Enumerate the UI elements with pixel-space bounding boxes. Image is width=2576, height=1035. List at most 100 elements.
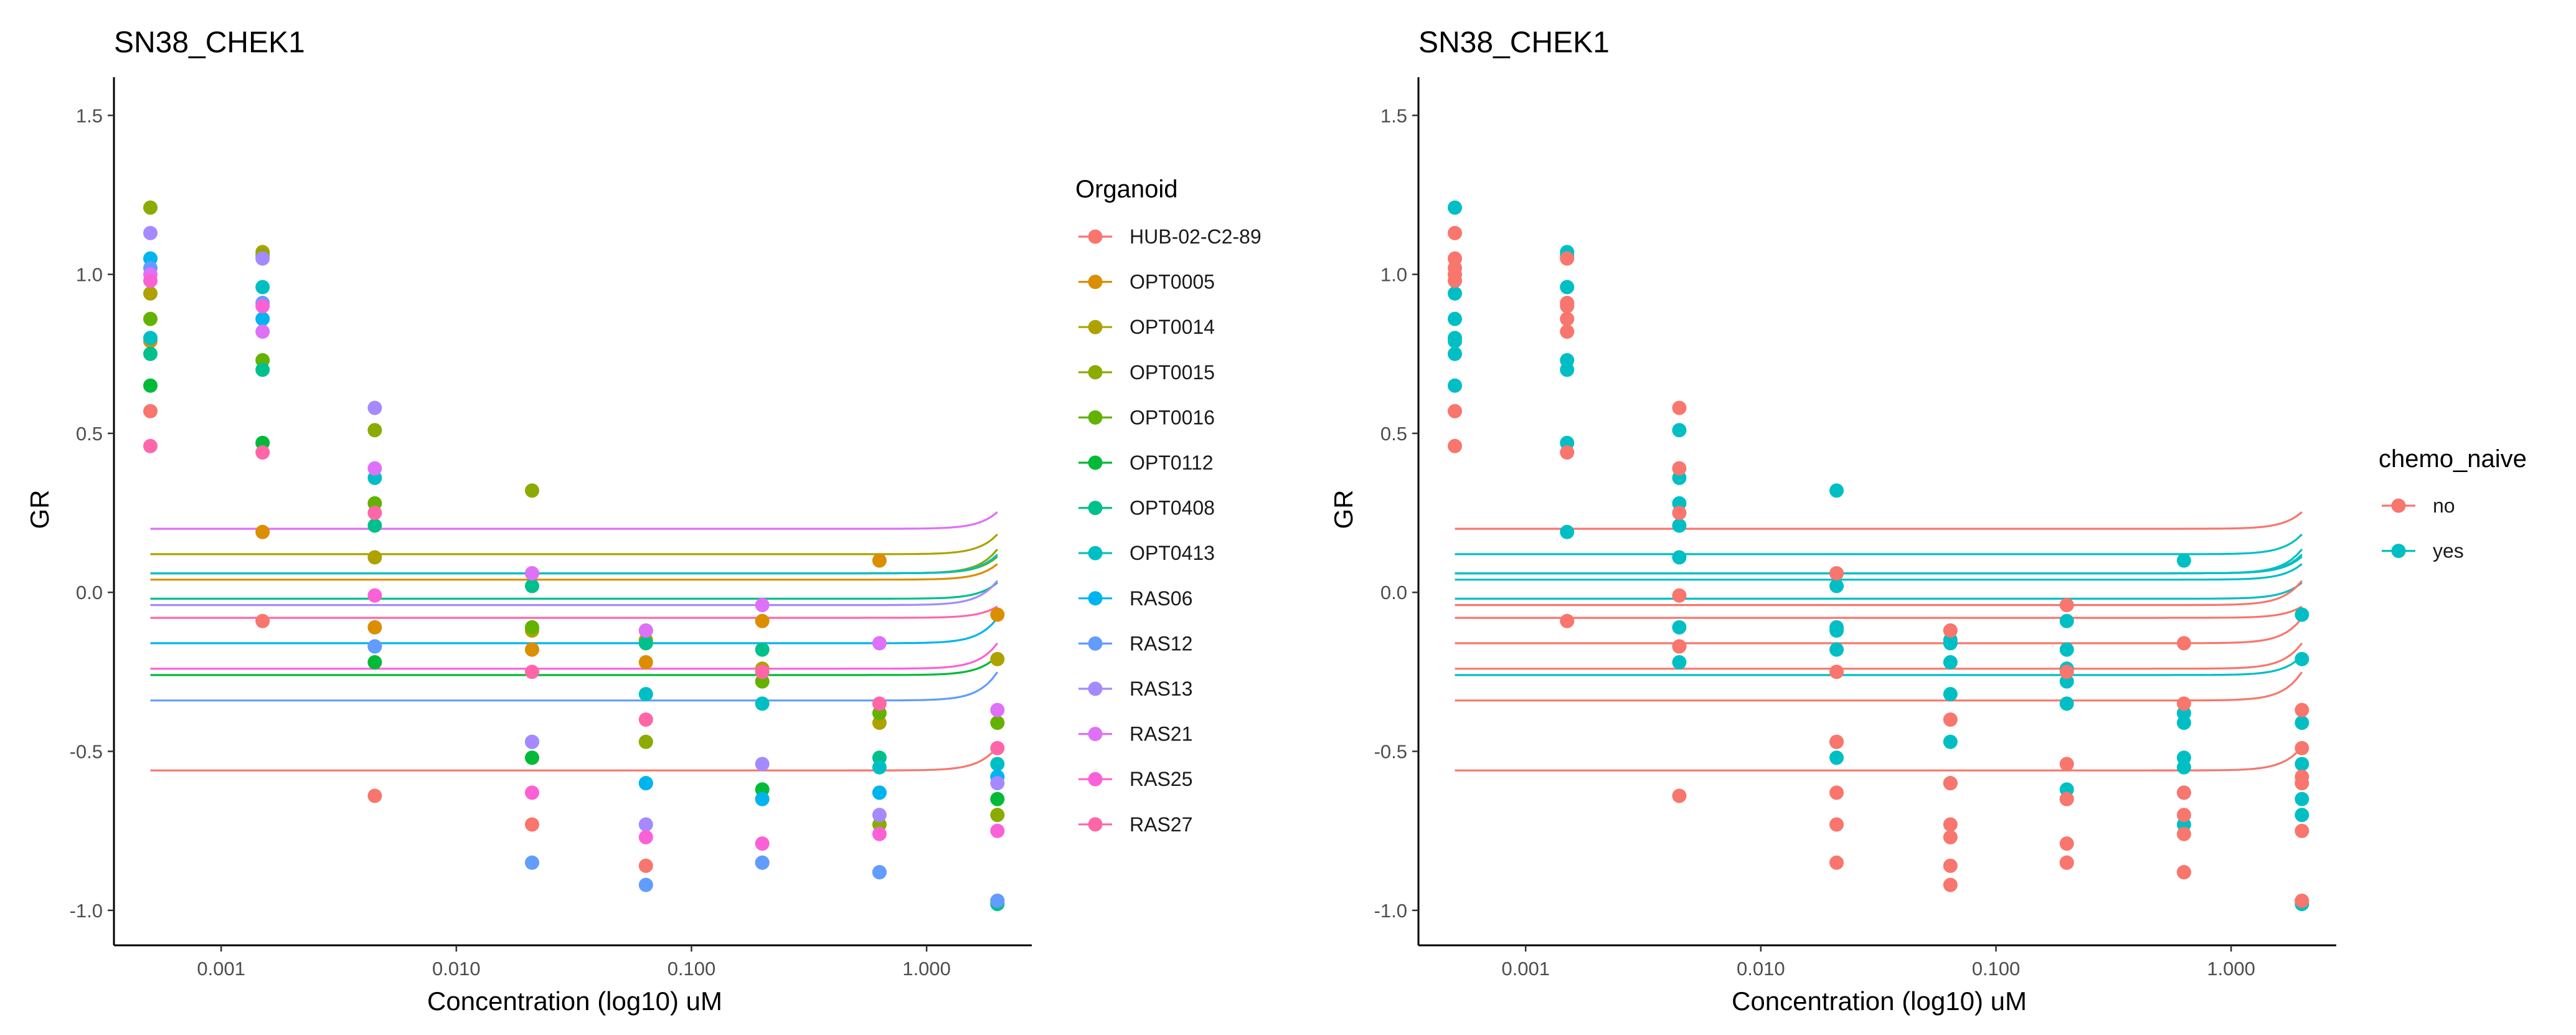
point-OPT0413	[755, 696, 770, 711]
point-RAS12	[2295, 894, 2309, 908]
point-OPT0016	[990, 716, 1005, 730]
point-OPT0408	[1560, 362, 1575, 377]
point-RAS12	[1672, 639, 1687, 654]
point-RAS13	[255, 251, 270, 266]
data-points	[143, 200, 1005, 912]
point-OPT0413	[2059, 696, 2074, 711]
legend-key-dot	[1088, 319, 1103, 334]
point-OPT0408	[143, 346, 158, 361]
point-OPT0015	[1943, 734, 1958, 749]
legend-key-dot	[2391, 544, 2406, 559]
point-RAS21	[1829, 566, 1844, 581]
point-RAS13	[1560, 251, 1575, 266]
fit-curve-RAS21	[150, 511, 998, 530]
point-RAS25	[143, 273, 158, 288]
point-RAS13	[1943, 817, 1958, 832]
y-tick-label: 0.5	[76, 423, 103, 445]
point-OPT0005	[1560, 524, 1575, 539]
point-RAS27	[2176, 696, 2191, 711]
point-RAS21	[638, 623, 653, 638]
point-OPT0413	[990, 757, 1005, 772]
point-OPT0014	[1672, 550, 1687, 565]
point-OPT0005	[1829, 642, 1844, 657]
legend-key-dot	[1088, 365, 1103, 380]
point-RAS06	[755, 792, 770, 806]
legend: Organoid HUB-02-C2-89 OPT0005 OPT0014 OPT00…	[1075, 176, 1262, 836]
y-tick-label: -1.0	[70, 900, 103, 922]
point-OPT0015	[990, 808, 1005, 823]
point-OPT0005	[638, 655, 653, 669]
x-tick-label: 0.010	[1737, 958, 1785, 980]
point-RAS12	[367, 639, 382, 654]
point-OPT0005	[1672, 620, 1687, 635]
point-OPT0015	[1672, 423, 1687, 438]
chemo-naive-panel: SN38_CHEK1 Concentration (log10) uM GR -…	[1329, 26, 2527, 1016]
point-RAS21	[990, 702, 1005, 717]
legend-label: RAS06	[1130, 587, 1192, 610]
legend-key-dot	[1088, 772, 1103, 787]
point-OPT0005	[367, 620, 382, 635]
point-OPT0014	[367, 550, 382, 565]
point-RAS06	[872, 785, 887, 800]
point-OPT0014	[143, 286, 158, 301]
point-RAS25	[990, 823, 1005, 838]
point-RAS13	[2176, 808, 2191, 823]
point-OPT0413	[638, 687, 653, 702]
point-RAS21	[1943, 623, 1958, 638]
point-RAS27	[367, 506, 382, 521]
point-RAS12	[2176, 865, 2191, 880]
y-tick-label: 1.5	[76, 105, 103, 126]
legend-label: RAS13	[1130, 678, 1192, 700]
point-RAS06	[255, 311, 270, 326]
point-OPT0112	[1448, 378, 1462, 393]
axes: -1.0 -0.5 0.0 0.5 1.0 1.5 0.001 0.010 0.100 1.000	[1374, 77, 2336, 980]
point-RAS27	[143, 438, 158, 453]
x-tick-label: 0.001	[1501, 958, 1550, 980]
point-OPT0413	[872, 760, 887, 775]
point-RAS13	[638, 817, 653, 832]
point-RAS21	[255, 324, 270, 339]
point-RAS13	[367, 400, 382, 415]
fit-curve-OPT0413	[150, 554, 998, 575]
point-OPT0005	[525, 642, 539, 657]
point-HUB-02-C2-89	[525, 817, 539, 832]
point-OPT0016	[1448, 311, 1462, 326]
point-OPT0112	[143, 378, 158, 393]
legend-label: RAS25	[1130, 768, 1192, 790]
point-RAS25	[525, 785, 539, 800]
point-RAS06	[1943, 776, 1958, 791]
point-OPT0015	[1829, 483, 1844, 498]
x-axis-title: Concentration (log10) uM	[427, 986, 722, 1016]
legend-key-dot	[1088, 727, 1103, 742]
point-HUB-02-C2-89	[1448, 404, 1462, 418]
point-RAS27	[2059, 664, 2074, 679]
point-OPT0015	[143, 200, 158, 215]
point-RAS13	[2295, 776, 2309, 791]
fit-curve-OPT0015	[1455, 549, 2303, 575]
y-tick-label: 0.0	[76, 582, 103, 603]
fit-curve-OPT0005	[150, 563, 998, 581]
point-RAS21	[2176, 636, 2191, 651]
y-tick-label: 0.5	[1380, 423, 1407, 445]
fit-curve-OPT0005	[1455, 563, 2303, 581]
legend-key-dot	[2391, 498, 2406, 513]
fit-curve-OPT0014	[150, 533, 998, 555]
point-RAS21	[755, 598, 770, 613]
organoid-panel: SN38_CHEK1 Concentration (log10) uM GR -…	[25, 26, 1262, 1016]
point-OPT0112	[367, 655, 382, 669]
point-OPT0005	[755, 613, 770, 628]
fit-curve-OPT0015	[150, 549, 998, 575]
point-RAS25	[872, 826, 887, 841]
point-OPT0408	[638, 636, 653, 651]
point-RAS12	[1829, 855, 1844, 870]
point-OPT0413	[1943, 687, 1958, 702]
point-RAS21	[525, 566, 539, 581]
point-RAS12	[872, 865, 887, 880]
panel-title: SN38_CHEK1	[1418, 26, 1610, 59]
legend-label: OPT0015	[1130, 361, 1215, 384]
point-RAS06	[638, 776, 653, 791]
point-RAS25	[255, 299, 270, 314]
fit-curve-RAS13	[150, 580, 998, 607]
point-OPT0112	[525, 750, 539, 765]
